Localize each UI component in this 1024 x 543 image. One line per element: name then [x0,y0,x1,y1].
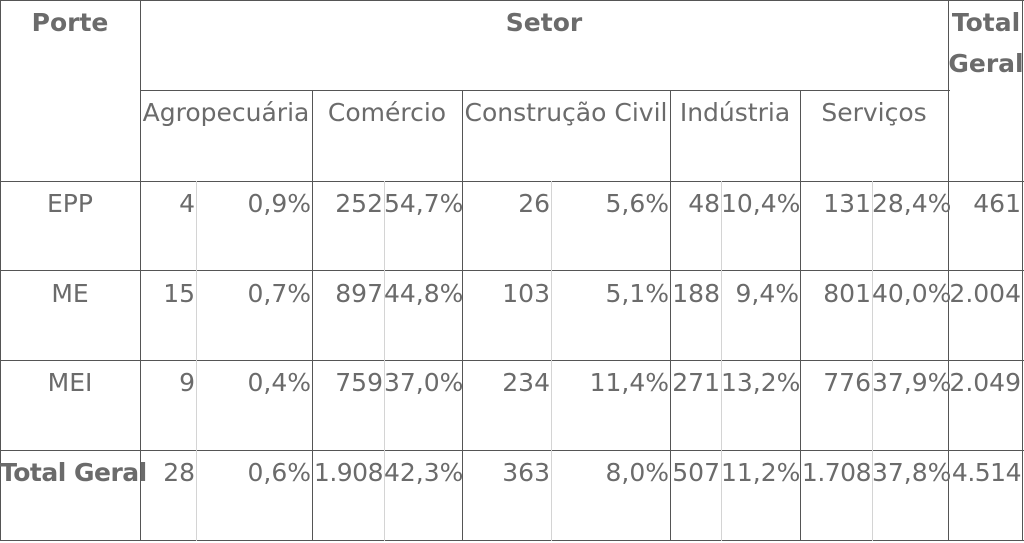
cell-agro-count: 9 [179,368,195,397]
rule [0,270,1024,271]
rule [721,181,722,541]
rule [800,90,801,541]
header-sector-construcao-civil: Construção Civil [464,98,668,127]
rule [948,0,949,541]
rule [0,0,1,541]
header-porte: Porte [31,8,109,37]
cell-industria-count: 188 [672,279,720,308]
cell-servicos-count: 1.708 [801,458,872,487]
cell-industria-count: 507 [672,458,720,487]
cell-servicos-count: 801 [823,279,871,308]
cell-comercio-pct: 54,7% [384,189,464,218]
header-sector-industria: Indústria [679,98,791,127]
header-sector-servicos: Serviços [821,98,927,127]
cell-agro-pct: 0,9% [247,189,311,218]
cell-comercio-pct: 37,0% [384,368,464,397]
rule [312,90,313,541]
cell-servicos-count: 776 [823,368,871,397]
rule [140,0,141,541]
cell-agro-pct: 0,4% [247,368,311,397]
cell-industria-count: 271 [672,368,720,397]
cell-agro-count: 15 [163,279,195,308]
cell-servicos-pct: 37,9% [872,368,952,397]
cell-total: 4.514 [951,458,1022,487]
cell-construcao-count: 26 [518,189,550,218]
rule [140,90,950,91]
cell-total: 2.004 [949,279,1021,308]
cell-comercio-count: 759 [335,368,383,397]
cell-servicos-pct: 37,8% [872,458,952,487]
cell-agro-count: 4 [179,189,195,218]
rule [872,181,873,541]
row-porte: MEI [47,368,93,397]
rule [0,181,1024,182]
rule [0,450,1024,451]
cell-industria-count: 48 [688,189,720,218]
cell-comercio-count: 252 [335,189,383,218]
rule [0,360,1024,361]
cell-construcao-pct: 5,1% [605,279,669,308]
cell-servicos-pct: 40,0% [872,279,952,308]
rule [0,540,1024,541]
cell-construcao-count: 363 [502,458,550,487]
row-porte: Total Geral [0,458,147,487]
rule [1022,0,1023,541]
cell-construcao-count: 234 [502,368,550,397]
header-total-geral-2: Geral [948,49,1024,78]
cell-total: 2.049 [949,368,1021,397]
cell-agro-pct: 0,7% [247,279,311,308]
rule [462,90,463,541]
cell-industria-pct: 13,2% [721,368,801,397]
cell-comercio-count: 1.908 [313,458,384,487]
cell-servicos-pct: 28,4% [872,189,952,218]
cell-construcao-pct: 11,4% [589,368,669,397]
cell-construcao-count: 103 [502,279,550,308]
header-sector-comercio: Comércio [327,98,447,127]
cell-servicos-count: 131 [823,189,871,218]
cell-industria-pct: 10,4% [721,189,801,218]
cell-agro-pct: 0,6% [247,458,311,487]
row-porte: ME [51,279,89,308]
header-total-geral-1: Total [951,8,1021,37]
header-setor: Setor [505,8,583,37]
cell-comercio-count: 897 [335,279,383,308]
cell-construcao-pct: 8,0% [605,458,669,487]
cell-total: 461 [973,189,1021,218]
rule [196,181,197,541]
rule [670,90,671,541]
cell-industria-pct: 9,4% [735,279,799,308]
cell-agro-count: 28 [163,458,195,487]
row-porte: EPP [47,189,93,218]
rule [0,0,1024,1]
cell-comercio-pct: 42,3% [384,458,464,487]
cell-industria-pct: 11,2% [721,458,801,487]
cell-construcao-pct: 5,6% [605,189,669,218]
rule [551,181,552,541]
rule [384,181,385,541]
header-sector-agropecuaria: Agropecuária [142,98,310,127]
cell-comercio-pct: 44,8% [384,279,464,308]
